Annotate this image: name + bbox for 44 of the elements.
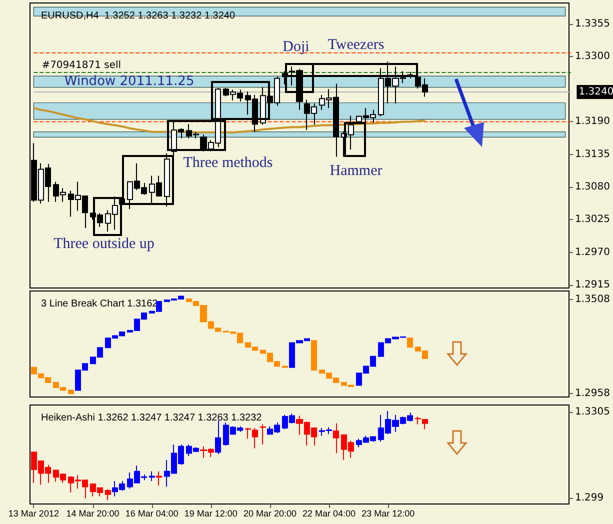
candlestick	[156, 470, 162, 486]
annotation: Hammer	[330, 163, 382, 179]
x-tick-label: 23 Mar 12:00	[362, 508, 415, 518]
candlestick	[68, 390, 74, 394]
x-tick-label: 13 Mar 2012	[8, 508, 59, 518]
y-tick-label: 1.3190	[575, 116, 610, 128]
y-tick-label: 1.3080	[575, 182, 610, 193]
x-tick-label: 20 Mar 20:00	[243, 508, 296, 518]
line-series	[32, 107, 426, 134]
y-tick-label: 1.2970	[575, 246, 610, 258]
candlestick	[164, 152, 170, 208]
candlestick	[215, 420, 221, 455]
y-tick-label: 1.2915	[575, 280, 610, 290]
y-tick-label: 1.3305	[575, 406, 610, 418]
candlestick	[311, 340, 317, 371]
ref-line-label: 1.3240	[578, 86, 613, 98]
y-tick-label: 1.3508	[575, 294, 610, 306]
ref-line-label: #70941871 sell	[42, 60, 122, 71]
candlestick	[260, 424, 266, 445]
x-tick-label: 19 Mar 12:00	[184, 508, 238, 518]
y-tick-label: 1.3300	[575, 50, 610, 62]
annotation: Doji	[282, 39, 310, 55]
candlestick	[415, 416, 421, 425]
candlestick	[252, 428, 258, 449]
y-tick-label: 1.2958	[575, 388, 610, 399]
x-tick-label: 22 Mar 04:00	[302, 508, 356, 518]
band-label: Window 2011.11.25	[64, 74, 194, 90]
candlestick	[149, 470, 155, 482]
x-tick-label: 16 Mar 04:00	[125, 508, 178, 518]
annotation: Three methods	[183, 155, 273, 171]
text: EURUSD,H4 1.3252 1.3263 1.3232 1.3240	[41, 10, 236, 22]
annotation: Tweezers	[328, 37, 384, 53]
y-tick-label: 1.299	[575, 492, 604, 504]
y-tick-label: 1.3135	[575, 148, 610, 160]
text: Heiken-Ashi 1.3262 1.3247 1.3247 1.3263 1.3232	[41, 412, 262, 424]
candlestick	[333, 422, 339, 454]
candlestick	[407, 338, 413, 348]
y-tick-label: 1.3355	[575, 18, 610, 30]
candlestick	[105, 488, 111, 501]
annotation: Three outside up	[54, 236, 154, 252]
x-tick-label: 14 Mar 20:00	[66, 508, 120, 518]
y-tick-label: 1.3025	[575, 214, 610, 226]
candlestick	[245, 428, 251, 440]
candlestick	[422, 419, 428, 430]
